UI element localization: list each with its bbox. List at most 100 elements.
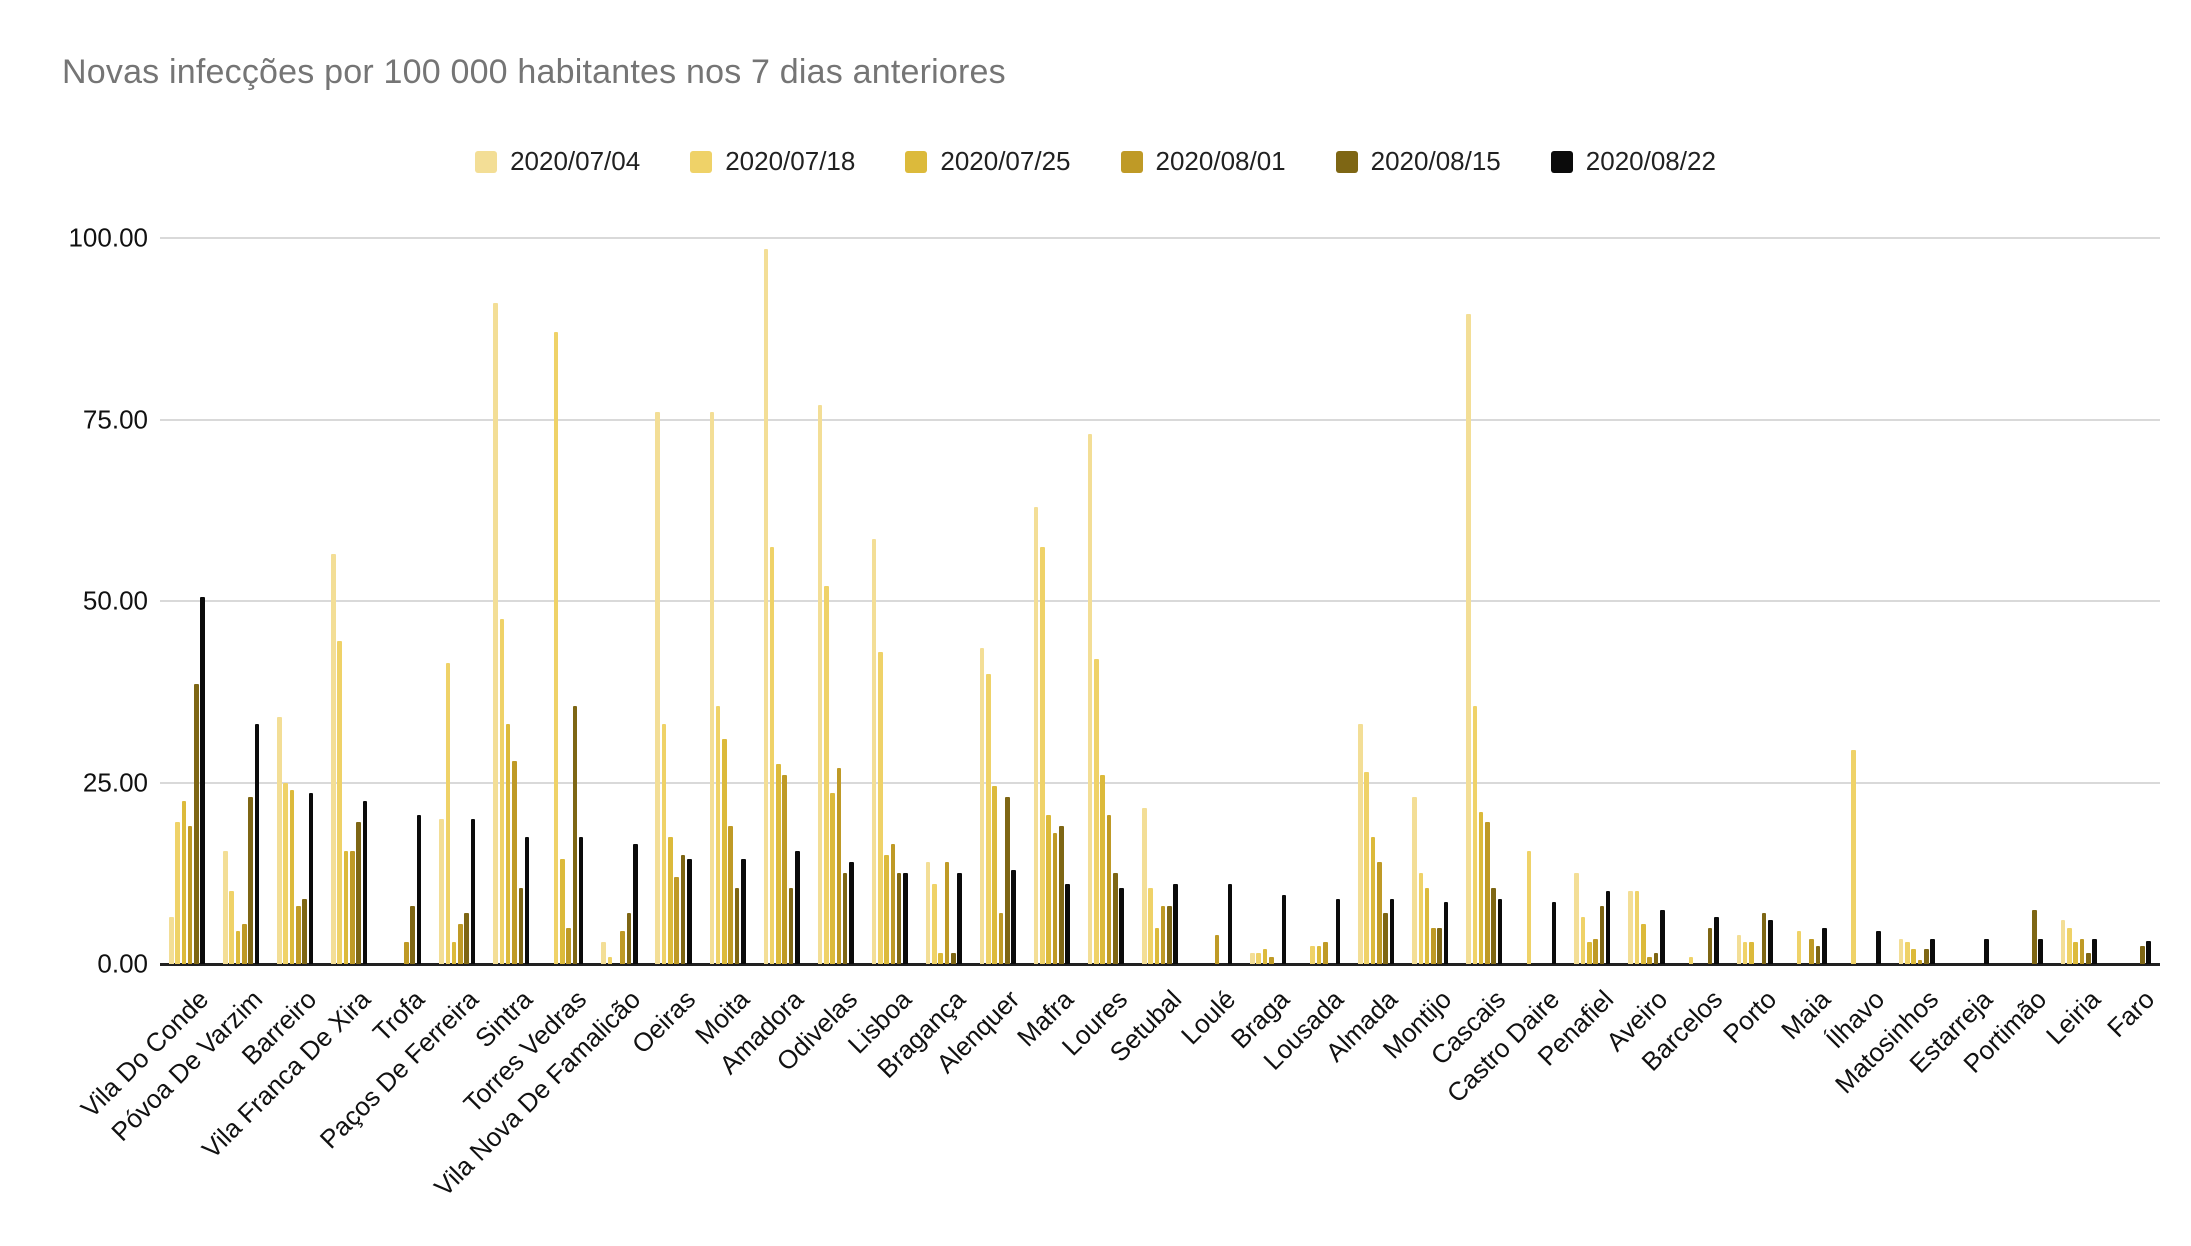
bar[interactable] (1323, 942, 1328, 964)
bar[interactable] (1905, 942, 1910, 964)
bar[interactable] (1580, 916, 1586, 964)
bar[interactable] (572, 706, 578, 964)
bar[interactable] (2060, 920, 2066, 964)
bar[interactable] (836, 767, 842, 964)
bar[interactable] (1370, 836, 1376, 964)
bar[interactable] (2067, 927, 2072, 964)
bar[interactable] (559, 858, 565, 964)
bar[interactable] (1437, 927, 1442, 964)
bar[interactable] (896, 873, 902, 964)
bar[interactable] (842, 873, 848, 964)
bar[interactable] (1383, 913, 1388, 964)
bar[interactable] (674, 876, 679, 964)
bar[interactable] (2073, 942, 2079, 964)
bar[interactable] (1106, 815, 1112, 964)
bar[interactable] (2140, 945, 2145, 964)
bar[interactable] (1040, 546, 1045, 964)
bar[interactable] (1923, 949, 1929, 964)
bar[interactable] (1688, 956, 1694, 964)
bar[interactable] (445, 662, 451, 964)
bar[interactable] (1984, 938, 1989, 964)
bar[interactable] (979, 648, 985, 964)
bar[interactable] (957, 873, 962, 964)
bar[interactable] (998, 913, 1004, 964)
bar[interactable] (2086, 953, 2091, 964)
bar[interactable] (241, 924, 247, 964)
bar[interactable] (1526, 851, 1532, 964)
bar[interactable] (782, 775, 788, 964)
legend-item[interactable]: 2020/07/18 (690, 146, 855, 177)
bar[interactable] (283, 782, 288, 964)
bar[interactable] (1160, 905, 1166, 964)
bar[interactable] (601, 942, 606, 964)
bar[interactable] (1059, 826, 1064, 964)
bar[interactable] (871, 539, 877, 964)
bar[interactable] (626, 913, 632, 964)
bar[interactable] (1389, 898, 1395, 964)
bar[interactable] (741, 858, 746, 964)
bar[interactable] (350, 851, 355, 964)
bar[interactable] (1065, 884, 1070, 964)
bar[interactable] (1214, 934, 1220, 964)
bar[interactable] (1173, 884, 1179, 964)
bar[interactable] (1443, 902, 1449, 964)
bar[interactable] (181, 800, 187, 964)
bar[interactable] (566, 927, 571, 964)
bar[interactable] (1917, 960, 1923, 964)
bar[interactable] (680, 855, 686, 964)
bar[interactable] (1431, 927, 1436, 964)
legend-item[interactable]: 2020/08/22 (1550, 146, 1716, 177)
bar[interactable] (295, 905, 301, 964)
bar[interactable] (308, 793, 314, 964)
bar[interactable] (1418, 873, 1424, 964)
bar[interactable] (986, 673, 991, 964)
bar[interactable] (1768, 920, 1773, 964)
bar[interactable] (1424, 887, 1430, 964)
bar[interactable] (1052, 833, 1058, 964)
bar[interactable] (1167, 905, 1172, 964)
bar[interactable] (1761, 913, 1767, 964)
bar[interactable] (1850, 749, 1856, 964)
bar[interactable] (1148, 887, 1153, 964)
bar[interactable] (505, 724, 511, 964)
bar[interactable] (890, 844, 896, 964)
bar[interactable] (715, 706, 721, 964)
bar[interactable] (1809, 938, 1815, 964)
bar[interactable] (1634, 891, 1640, 964)
bar[interactable] (1364, 771, 1370, 964)
bar[interactable] (553, 332, 559, 964)
bar[interactable] (1100, 775, 1106, 964)
bar[interactable] (337, 640, 343, 964)
bar[interactable] (1736, 934, 1742, 964)
bar[interactable] (1876, 931, 1881, 964)
legend-item[interactable]: 2020/08/15 (1335, 146, 1501, 177)
bar[interactable] (938, 953, 943, 964)
bar[interactable] (661, 724, 667, 964)
bar[interactable] (728, 826, 733, 964)
bar[interactable] (229, 891, 234, 964)
bar[interactable] (578, 836, 584, 964)
bar[interactable] (1742, 942, 1748, 964)
bar[interactable] (410, 905, 415, 964)
bar[interactable] (1119, 887, 1124, 964)
bar[interactable] (1898, 938, 1904, 964)
bar[interactable] (2092, 938, 2097, 964)
legend-item[interactable]: 2020/08/01 (1120, 146, 1286, 177)
bar[interactable] (1796, 931, 1802, 964)
bar[interactable] (518, 887, 524, 964)
bar[interactable] (932, 884, 937, 964)
bar[interactable] (1485, 822, 1490, 964)
bar[interactable] (1004, 797, 1010, 964)
bar[interactable] (1358, 724, 1363, 964)
bar[interactable] (823, 586, 829, 964)
bar[interactable] (343, 851, 349, 964)
legend-item[interactable]: 2020/07/04 (475, 146, 640, 177)
bar[interactable] (1593, 938, 1598, 964)
bar[interactable] (512, 760, 517, 964)
bar[interactable] (1316, 945, 1322, 964)
bar[interactable] (849, 862, 854, 964)
bar[interactable] (1087, 434, 1093, 964)
bar[interactable] (632, 844, 638, 964)
bar[interactable] (175, 822, 180, 964)
bar[interactable] (709, 412, 715, 964)
